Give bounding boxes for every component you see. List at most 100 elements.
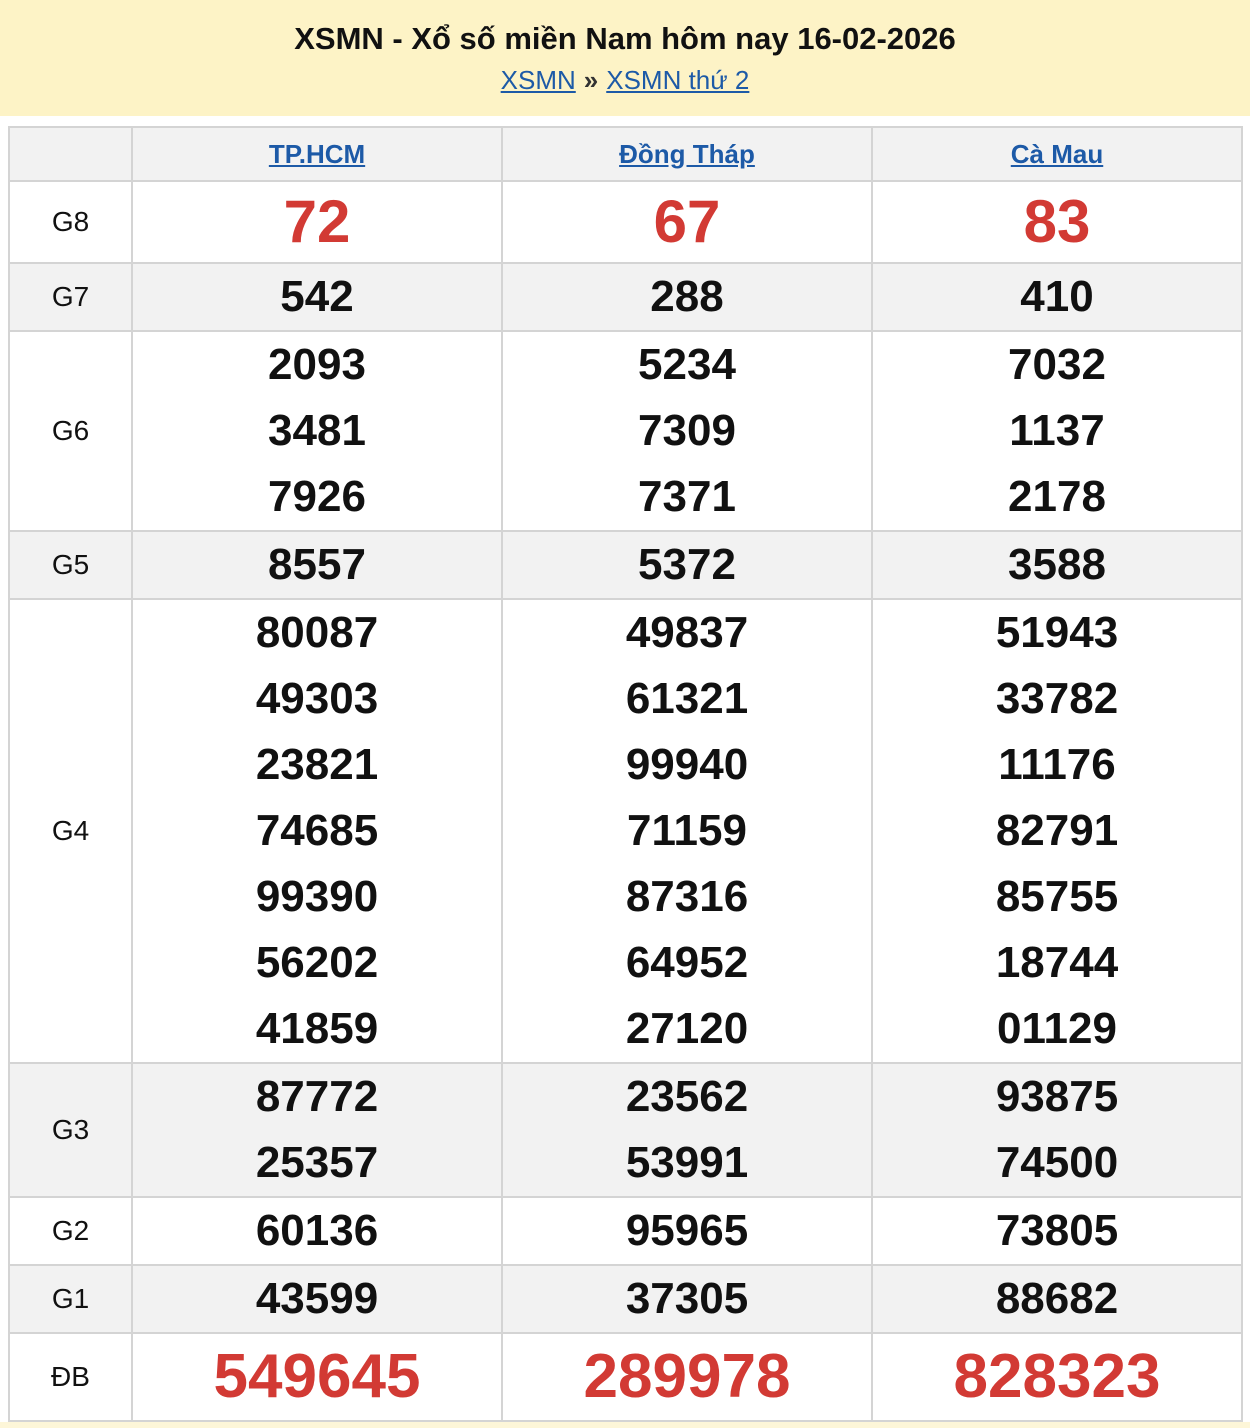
result-number: 5372 bbox=[638, 540, 736, 589]
result-number: 80087 bbox=[255, 608, 379, 657]
prize-label: G1 bbox=[8, 1264, 133, 1334]
prize-label: G6 bbox=[8, 330, 133, 532]
result-number: 01129 bbox=[997, 1004, 1117, 1053]
result-number: 51943 bbox=[995, 608, 1119, 657]
province-link-dong-thap[interactable]: Đồng Tháp bbox=[619, 138, 755, 169]
result-cell: 549645 bbox=[131, 1332, 503, 1422]
result-number: 73805 bbox=[995, 1206, 1119, 1255]
prize-row-g1: G1 43599 37305 88682 bbox=[8, 1264, 1243, 1334]
prize-row-g3: G3 87772 25357 23562 53991 93875 74500 bbox=[8, 1062, 1243, 1198]
result-cell: 60136 bbox=[131, 1196, 503, 1266]
result-cell: 288 bbox=[501, 262, 873, 332]
result-number: 95965 bbox=[625, 1206, 749, 1255]
result-cell: 87772 25357 bbox=[131, 1062, 503, 1198]
result-number: 8557 bbox=[268, 540, 366, 589]
result-number: 72 bbox=[283, 188, 351, 255]
result-number: 88682 bbox=[995, 1274, 1119, 1323]
prize-row-đb: ĐB 549645 289978 828323 bbox=[8, 1332, 1243, 1422]
result-number: 83 bbox=[1023, 188, 1091, 255]
result-cell: 83 bbox=[871, 180, 1243, 264]
result-number: 11176 bbox=[998, 740, 1116, 789]
breadcrumb: XSMN» XSMN thứ 2 bbox=[0, 64, 1250, 96]
result-cell: 3588 bbox=[871, 530, 1243, 600]
prize-label: G7 bbox=[8, 262, 133, 332]
corner-cell bbox=[8, 126, 133, 182]
result-number: 3481 bbox=[268, 406, 366, 455]
province-header: Cà Mau bbox=[871, 126, 1243, 182]
result-number: 2178 bbox=[1008, 472, 1106, 521]
result-number: 549645 bbox=[213, 1342, 421, 1411]
result-cell: 93875 74500 bbox=[871, 1062, 1243, 1198]
result-cell: 289978 bbox=[501, 1332, 873, 1422]
result-number: 23562 bbox=[625, 1072, 749, 1121]
result-number: 82791 bbox=[995, 806, 1119, 855]
footer-strip bbox=[0, 1422, 1250, 1428]
result-cell: 73805 bbox=[871, 1196, 1243, 1266]
prize-label: G4 bbox=[8, 598, 133, 1064]
breadcrumb-xsmn-link[interactable]: XSMN bbox=[500, 65, 576, 95]
prize-row-g4: G4 80087 49303 23821 74685 99390 56202 41859 498… bbox=[8, 598, 1243, 1064]
result-cell: 67 bbox=[501, 180, 873, 264]
result-number: 64952 bbox=[625, 938, 749, 987]
result-cell: 95965 bbox=[501, 1196, 873, 1266]
result-number: 53991 bbox=[625, 1138, 749, 1187]
result-number: 23821 bbox=[255, 740, 379, 789]
result-number: 87316 bbox=[625, 872, 749, 921]
result-number: 18744 bbox=[995, 938, 1119, 987]
breadcrumb-xsmn-thu2-link[interactable]: XSMN thứ 2 bbox=[606, 65, 750, 95]
result-cell: 43599 bbox=[131, 1264, 503, 1334]
result-number: 7371 bbox=[638, 472, 736, 521]
result-number: 1137 bbox=[1009, 406, 1105, 455]
result-cell: 410 bbox=[871, 262, 1243, 332]
result-number: 7309 bbox=[638, 406, 736, 455]
province-link-tphcm[interactable]: TP.HCM bbox=[268, 138, 366, 169]
result-number: 289978 bbox=[583, 1342, 791, 1411]
result-cell: 72 bbox=[131, 180, 503, 264]
breadcrumb-separator: » bbox=[583, 65, 599, 95]
province-header: TP.HCM bbox=[131, 126, 503, 182]
header-banner: XSMN - Xổ số miền Nam hôm nay 16-02-2026… bbox=[0, 0, 1250, 116]
result-cell: 88682 bbox=[871, 1264, 1243, 1334]
result-number: 74685 bbox=[255, 806, 379, 855]
result-number: 27120 bbox=[625, 1004, 749, 1053]
province-header-row: TP.HCM Đồng Tháp Cà Mau bbox=[8, 126, 1243, 182]
result-number: 99390 bbox=[255, 872, 379, 921]
result-number: 67 bbox=[653, 188, 721, 255]
result-number: 56202 bbox=[255, 938, 379, 987]
prize-label: G8 bbox=[8, 180, 133, 264]
result-cell: 23562 53991 bbox=[501, 1062, 873, 1198]
result-number: 60136 bbox=[255, 1206, 379, 1255]
result-cell: 37305 bbox=[501, 1264, 873, 1334]
result-cell: 8557 bbox=[131, 530, 503, 600]
prize-row-g6: G6 2093 3481 7926 5234 7309 7371 7032 1137 2178 bbox=[8, 330, 1243, 532]
result-cell: 2093 3481 7926 bbox=[131, 330, 503, 532]
prize-row-g2: G2 60136 95965 73805 bbox=[8, 1196, 1243, 1266]
prize-row-g7: G7 542 288 410 bbox=[8, 262, 1243, 332]
page-title: XSMN - Xổ số miền Nam hôm nay 16-02-2026 bbox=[294, 21, 956, 56]
prize-label: ĐB bbox=[8, 1332, 133, 1422]
province-link-ca-mau[interactable]: Cà Mau bbox=[1010, 138, 1104, 169]
result-number: 828323 bbox=[953, 1342, 1161, 1411]
result-cell: 49837 61321 99940 71159 87316 64952 27120 bbox=[501, 598, 873, 1064]
result-number: 7032 bbox=[1008, 340, 1106, 389]
result-cell: 51943 33782 11176 82791 85755 18744 01129 bbox=[871, 598, 1243, 1064]
result-number: 41859 bbox=[255, 1004, 379, 1053]
result-cell: 80087 49303 23821 74685 99390 56202 41859 bbox=[131, 598, 503, 1064]
result-cell: 7032 1137 2178 bbox=[871, 330, 1243, 532]
province-header: Đồng Tháp bbox=[501, 126, 873, 182]
result-number: 93875 bbox=[995, 1072, 1119, 1121]
result-cell: 828323 bbox=[871, 1332, 1243, 1422]
result-number: 7926 bbox=[268, 472, 366, 521]
result-number: 410 bbox=[1020, 272, 1094, 321]
results-table: TP.HCM Đồng Tháp Cà Mau G8 72 67 83 G7 542 288… bbox=[8, 126, 1243, 1422]
result-number: 3588 bbox=[1008, 540, 1106, 589]
result-number: 87772 bbox=[255, 1072, 379, 1121]
result-number: 49303 bbox=[255, 674, 379, 723]
result-cell: 542 bbox=[131, 262, 503, 332]
result-number: 542 bbox=[280, 272, 354, 321]
result-number: 74500 bbox=[995, 1138, 1119, 1187]
result-number: 2093 bbox=[268, 340, 366, 389]
result-number: 5234 bbox=[638, 340, 736, 389]
result-number: 99940 bbox=[625, 740, 749, 789]
result-number: 33782 bbox=[995, 674, 1119, 723]
